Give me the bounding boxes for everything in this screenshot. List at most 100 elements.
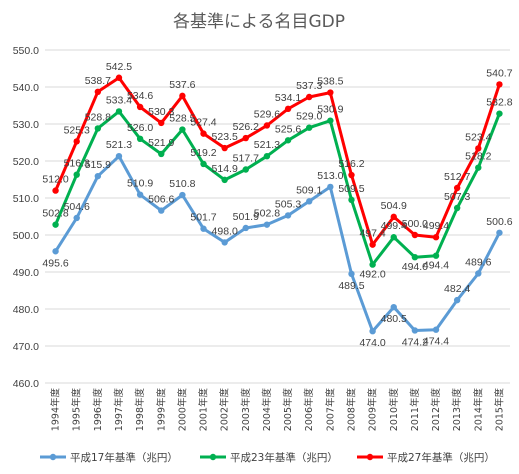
series-point-1 (242, 166, 249, 173)
data-label: 500.0 (402, 218, 428, 230)
x-tick-label: 2001年度 (198, 388, 210, 432)
data-label: 505.3 (275, 198, 301, 210)
data-label: 504.9 (381, 200, 407, 212)
data-label: 502.8 (254, 208, 280, 220)
series-point-1 (52, 221, 59, 228)
y-tick-label: 490.0 (13, 267, 39, 279)
series-point-2 (453, 184, 461, 192)
series-point-0 (221, 239, 228, 246)
x-tick-label: 1997年度 (113, 388, 125, 432)
data-label: 497.4 (359, 228, 385, 240)
series-point-2 (327, 89, 334, 96)
series-point-2 (115, 74, 123, 81)
data-label: 537.3 (296, 80, 322, 92)
y-tick-label: 500.0 (13, 230, 39, 242)
series-point-2 (369, 241, 376, 248)
series-point-0 (136, 191, 144, 198)
series-point-1 (263, 152, 271, 160)
series-point-1 (348, 196, 355, 204)
series-point-1 (200, 160, 207, 168)
chart-title: 各基準による名目GDP (173, 12, 345, 32)
legend-marker (209, 453, 217, 461)
series-point-1 (411, 254, 419, 261)
data-label: 528.5 (169, 113, 195, 125)
series-point-2 (390, 213, 397, 221)
x-tick-label: 1995年度 (71, 388, 83, 432)
data-label: 516.2 (338, 158, 364, 170)
data-label: 506.6 (148, 194, 174, 206)
data-label: 526.0 (127, 122, 153, 134)
data-label: 510.8 (169, 178, 195, 190)
data-label: 538.5 (317, 76, 343, 88)
data-label: 529.6 (254, 108, 280, 120)
data-label: 527.4 (190, 117, 216, 129)
y-tick-label: 470.0 (13, 341, 39, 353)
series-point-2 (411, 231, 419, 239)
data-label: 530.9 (317, 104, 343, 116)
series-point-0 (369, 328, 376, 335)
data-label: 538.7 (85, 75, 111, 87)
x-tick-label: 2010年度 (388, 388, 400, 432)
series-point-2 (496, 81, 503, 88)
x-tick-label: 2003年度 (240, 388, 252, 432)
data-label: 521.3 (254, 139, 280, 151)
data-label: 537.6 (169, 79, 195, 91)
series-point-2 (348, 171, 355, 179)
series-point-1 (73, 171, 80, 178)
x-tick-label: 2000年度 (176, 388, 188, 432)
series-point-0 (453, 296, 461, 304)
data-label: 525.6 (275, 123, 301, 135)
series-point-1 (496, 110, 503, 117)
series-point-2 (242, 134, 249, 142)
x-tick-label: 2015年度 (493, 388, 505, 432)
series-line-2 (54, 76, 501, 247)
series-point-0 (73, 214, 80, 222)
series-point-2 (94, 88, 102, 96)
series-point-0 (496, 229, 503, 236)
series-point-2 (475, 145, 482, 152)
data-label: 501.9 (233, 211, 259, 223)
data-label: 509.5 (338, 183, 364, 195)
data-label: 498.0 (212, 225, 238, 237)
x-tick-label: 1999年度 (155, 388, 167, 432)
x-tick-label: 2013年度 (451, 388, 463, 432)
series-point-2 (263, 122, 271, 129)
x-tick-label: 1996年度 (92, 388, 104, 432)
y-tick-label: 540.0 (13, 82, 39, 94)
series-point-1 (432, 252, 440, 259)
data-label: 509.1 (296, 184, 322, 196)
series-point-1 (158, 150, 165, 158)
data-label: 512.0 (42, 174, 68, 186)
y-tick-label: 460.0 (13, 378, 39, 390)
x-tick-label: 2002年度 (219, 388, 231, 432)
data-label: 521.9 (148, 137, 174, 149)
y-axis-tick-labels: 460.0 470.0 480.0 490.0 500.0 510.0 520.0 530.0… (13, 45, 39, 390)
series-lines (52, 74, 503, 335)
series-point-0 (158, 207, 165, 214)
series-point-2 (73, 138, 80, 145)
series-point-0 (475, 270, 482, 277)
series-point-2 (136, 103, 144, 111)
data-label: 514.9 (212, 163, 238, 175)
data-label: 518.2 (465, 151, 491, 163)
data-label: 482.4 (444, 283, 470, 295)
data-label: 492.0 (359, 269, 385, 281)
legend-label: 平成27年基準（兆円） (387, 451, 495, 464)
series-point-0 (179, 191, 186, 199)
data-label: 530.3 (148, 106, 174, 118)
data-label: 474.2 (402, 336, 428, 348)
data-label: 512.7 (444, 171, 470, 183)
data-label: 528.8 (85, 111, 111, 123)
series-point-1 (390, 234, 397, 241)
series-point-2 (306, 93, 313, 101)
data-label: 521.3 (106, 139, 132, 151)
legend-label: 平成23年基準（兆円） (230, 451, 338, 464)
x-tick-label: 2009年度 (367, 388, 379, 432)
y-tick-label: 550.0 (13, 45, 39, 57)
x-tick-label: 1998年度 (134, 388, 146, 432)
x-tick-label: 2005年度 (282, 388, 294, 432)
series-point-1 (136, 135, 144, 142)
data-label: 525.3 (64, 124, 90, 136)
data-label: 529.0 (296, 111, 322, 123)
series-point-0 (432, 326, 440, 333)
